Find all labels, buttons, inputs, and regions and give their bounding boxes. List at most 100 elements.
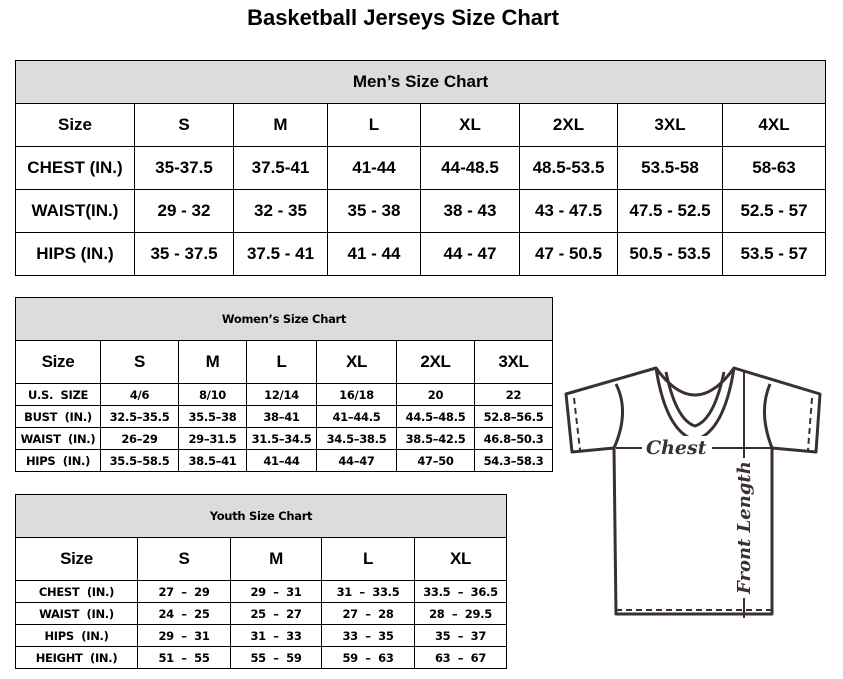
measurement-cell: 47 - 50.5 <box>519 232 618 276</box>
chest-label: Chest <box>646 437 707 459</box>
measurement-cell: 29 – 31 <box>137 624 231 647</box>
size-label-header: Size <box>15 340 101 384</box>
size-column-header: M <box>230 537 322 581</box>
measurement-cell: 28 – 29.5 <box>413 602 508 625</box>
measurement-cell: 44-48.5 <box>420 146 520 190</box>
measurement-cell: 58-63 <box>721 146 827 190</box>
measurement-cell: 29–31.5 <box>178 427 247 450</box>
measurement-cell: 59 – 63 <box>321 646 415 669</box>
measurement-cell: 12/14 <box>246 383 317 406</box>
measurement-cell: 20 <box>396 383 475 406</box>
measurement-cell: 41-44 <box>327 146 421 190</box>
table-row: HIPS (IN.) 29 – 31 31 – 33 33 – 35 35 – 37 <box>15 624 508 647</box>
measurement-cell: 38 - 43 <box>420 189 520 233</box>
measurement-cell: 48.5-53.5 <box>519 146 618 190</box>
size-column-header: L <box>327 103 421 147</box>
measurement-cell: 38.5–42.5 <box>396 427 475 450</box>
table-header-row: Size S M L XL 2XL 3XL 4XL <box>15 103 827 147</box>
measurement-cell: 55 – 59 <box>230 646 322 669</box>
size-column-header: L <box>246 340 317 384</box>
row-label: HIPS (IN.) <box>15 624 138 647</box>
size-column-header: S <box>134 103 234 147</box>
womens-size-table: Women’s Size Chart Size S M L XL 2XL 3XL U.S. … <box>14 297 554 472</box>
measurement-cell: 38.5–41 <box>178 449 247 472</box>
table-row: WAIST(IN.) 29 - 32 32 - 35 35 - 38 38 - 43 43… <box>15 189 827 233</box>
table-row: CHEST (IN.) 27 – 29 29 – 31 31 – 33.5 33.5 –… <box>15 580 508 603</box>
row-label: WAIST (IN.) <box>15 427 101 450</box>
measurement-cell: 29 – 31 <box>230 580 322 603</box>
measurement-cell: 41–44.5 <box>316 405 397 428</box>
measurement-cell: 31 – 33 <box>230 624 322 647</box>
row-label: WAIST(IN.) <box>15 189 135 233</box>
table-row: HIPS (IN.) 35.5–58.5 38.5–41 41–44 44–47 47–5… <box>15 449 554 472</box>
size-column-header: S <box>100 340 179 384</box>
row-label: CHEST (IN.) <box>15 580 138 603</box>
measurement-cell: 26–29 <box>100 427 179 450</box>
front-length-label: Front Length <box>734 461 755 595</box>
measurement-cell: 29 - 32 <box>134 189 234 233</box>
measurement-cell: 32 - 35 <box>233 189 328 233</box>
size-column-header: L <box>321 537 415 581</box>
row-label: CHEST (IN.) <box>15 146 135 190</box>
mens-table-title: Men’s Size Chart <box>14 60 827 104</box>
table-row: WAIST (IN.) 24 – 25 25 – 27 27 – 28 28 – 29.… <box>15 602 508 625</box>
measurement-cell: 54.3–58.3 <box>473 449 554 472</box>
measurement-cell: 8/10 <box>178 383 247 406</box>
measurement-cell: 51 – 55 <box>137 646 231 669</box>
table-row: U.S. SIZE 4/6 8/10 12/14 16/18 20 22 <box>15 383 554 406</box>
table-row: WAIST (IN.) 26–29 29–31.5 31.5–34.5 34.5–38.… <box>15 427 554 450</box>
size-column-header: 2XL <box>396 340 475 384</box>
row-label: HIPS (IN.) <box>15 449 101 472</box>
measurement-cell: 35 - 37.5 <box>134 232 234 276</box>
measurement-cell: 35 - 38 <box>327 189 421 233</box>
size-label-header: Size <box>15 103 135 147</box>
measurement-cell: 33 – 35 <box>321 624 415 647</box>
size-column-header: XL <box>316 340 397 384</box>
size-column-header: XL <box>420 103 520 147</box>
mens-size-table: Men’s Size Chart Size S M L XL 2XL 3XL 4XL CHES… <box>14 60 827 276</box>
size-column-header: 3XL <box>617 103 723 147</box>
measurement-cell: 27 – 28 <box>321 602 415 625</box>
measurement-cell: 35 – 37 <box>413 624 508 647</box>
shirt-outline-icon <box>564 366 822 616</box>
table-row: BUST (IN.) 32.5–35.5 35.5–38 38–41 41–44.5 44… <box>15 405 554 428</box>
size-column-header: S <box>137 537 231 581</box>
measurement-cell: 4/6 <box>100 383 179 406</box>
measurement-cell: 35.5–58.5 <box>100 449 179 472</box>
measurement-cell: 31 – 33.5 <box>321 580 415 603</box>
measurement-cell: 37.5 - 41 <box>233 232 328 276</box>
measurement-cell: 25 – 27 <box>230 602 322 625</box>
measurement-cell: 53.5-58 <box>617 146 723 190</box>
table-row: CHEST (IN.) 35-37.5 37.5-41 41-44 44-48.5 48.… <box>15 146 827 190</box>
size-column-header: M <box>233 103 328 147</box>
measurement-cell: 22 <box>473 383 554 406</box>
measurement-cell: 31.5–34.5 <box>246 427 317 450</box>
measurement-cell: 34.5–38.5 <box>316 427 397 450</box>
measurement-cell: 24 – 25 <box>137 602 231 625</box>
measurement-cell: 44 - 47 <box>420 232 520 276</box>
measurement-cell: 27 – 29 <box>137 580 231 603</box>
size-column-header: 2XL <box>519 103 618 147</box>
measurement-cell: 46.8–50.3 <box>473 427 554 450</box>
womens-table-title: Women’s Size Chart <box>14 297 554 341</box>
row-label: BUST (IN.) <box>15 405 101 428</box>
measurement-cell: 53.5 - 57 <box>721 232 827 276</box>
measurement-cell: 35.5–38 <box>178 405 247 428</box>
measurement-cell: 35-37.5 <box>134 146 234 190</box>
size-label-header: Size <box>15 537 138 581</box>
measurement-cell: 63 – 67 <box>413 646 508 669</box>
row-label: HIPS (IN.) <box>15 232 135 276</box>
size-column-header: XL <box>413 537 508 581</box>
page-title: Basketball Jerseys Size Chart <box>247 5 559 30</box>
measurement-cell: 43 - 47.5 <box>519 189 618 233</box>
measurement-cell: 38–41 <box>246 405 317 428</box>
measurement-cell: 47.5 - 52.5 <box>617 189 723 233</box>
measurement-cell: 52.5 - 57 <box>721 189 827 233</box>
row-label: U.S. SIZE <box>15 383 101 406</box>
measurement-cell: 41 - 44 <box>327 232 421 276</box>
measurement-cell: 44.5–48.5 <box>396 405 475 428</box>
size-column-header: 4XL <box>721 103 827 147</box>
row-label: WAIST (IN.) <box>15 602 138 625</box>
measurement-cell: 44–47 <box>316 449 397 472</box>
size-column-header: 3XL <box>473 340 554 384</box>
